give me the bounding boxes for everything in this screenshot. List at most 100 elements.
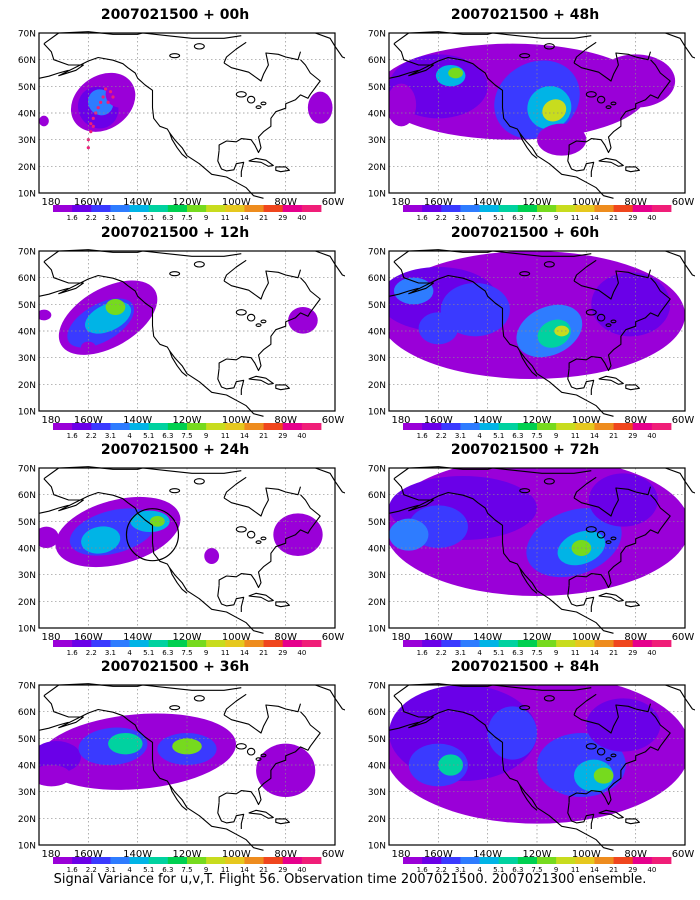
colorbar-swatch: [556, 423, 576, 430]
lon-tick-label: 160W: [74, 849, 103, 860]
colorbar-level-label: 3.1: [455, 866, 466, 873]
colorbar-swatch: [537, 423, 557, 430]
lat-tick-label: 30N: [18, 571, 36, 581]
colorbar-level-label: 21: [609, 866, 618, 873]
map-panel-p24: 2007021500 + 24h 10N 20N 30N 40N 50N 60N 70N 180…: [5, 441, 345, 656]
colorbar-level-label: 14: [240, 432, 249, 439]
map-panel-p12: 2007021500 + 12h 10N 20N 30N 40N 50N 60N 70N 180…: [5, 224, 345, 439]
colorbar-level-label: 5.1: [493, 214, 504, 221]
lon-tick-label: 60W: [322, 632, 345, 643]
lat-tick-label: 50N: [368, 735, 386, 745]
colorbar-level-label: 3.1: [105, 214, 116, 221]
colorbar-swatch: [422, 640, 442, 647]
colorbar-level-label: 5.1: [143, 649, 154, 656]
colorbar-swatch: [110, 640, 130, 647]
colorbar-level-label: 11: [571, 866, 580, 873]
colorbar-level-label: 14: [590, 866, 599, 873]
colorbar-level-label: 4: [127, 866, 132, 873]
colorbar-level-label: 40: [297, 214, 306, 221]
lon-tick-label: 160W: [424, 197, 453, 208]
colorbar-swatch: [594, 423, 614, 430]
colorbar-swatch: [441, 423, 461, 430]
colorbar-level-label: 29: [628, 432, 637, 439]
lon-tick-label: 180: [391, 197, 410, 208]
colorbar-swatch: [167, 857, 188, 864]
colorbar-level-label: 4: [477, 214, 482, 221]
colorbar-level-label: 29: [628, 214, 637, 221]
colorbar-swatch: [441, 857, 461, 864]
lat-tick-label: 70N: [18, 682, 36, 692]
lat-tick-label: 60N: [368, 56, 386, 66]
colorbar-swatch: [72, 857, 92, 864]
colorbar-level-label: 2.2: [86, 432, 97, 439]
panel-title: 2007021500 + 36h: [100, 659, 250, 675]
colorbar-level-label: 21: [259, 432, 268, 439]
lon-tick-label: 140W: [123, 632, 152, 643]
observation-points: [86, 87, 115, 150]
colorbar-level-label: 11: [571, 649, 580, 656]
lat-tick-label: 70N: [368, 682, 386, 692]
colorbar-level-label: 3.1: [105, 432, 116, 439]
colorbar-level-label: 2.2: [436, 432, 447, 439]
lat-tick-label: 10N: [368, 625, 386, 635]
colorbar-swatch: [498, 857, 519, 864]
lon-tick-label: 160W: [424, 632, 453, 643]
colorbar-level-label: 5.1: [143, 214, 154, 221]
colorbar: 1.6 2.2 3.1 4 5.1 6.3 7.5 9 11 14 21 29 40: [403, 205, 672, 221]
colorbar-swatch: [460, 205, 480, 212]
colorbar-level-label: 6.3: [162, 214, 173, 221]
colorbar-level-label: 14: [240, 214, 249, 221]
colorbar-level-label: 7.5: [531, 649, 542, 656]
colorbar-level-label: 9: [204, 866, 208, 873]
lat-tick-label: 60N: [18, 56, 36, 66]
panel-title: 2007021500 + 84h: [450, 659, 600, 675]
lon-tick-label: 160W: [74, 197, 103, 208]
lon-tick-label: 100W: [222, 849, 251, 860]
colorbar: 1.6 2.2 3.1 4 5.1 6.3 7.5 9 11 14 21 29 40: [53, 640, 322, 656]
colorbar-swatch: [556, 205, 576, 212]
map-panel-p84: 2007021500 + 84h 10N 20N 30N 40N 50N 60N 70N 180…: [355, 658, 695, 873]
colorbar-level-label: 5.1: [143, 866, 154, 873]
colorbar-swatch: [517, 205, 538, 212]
lon-tick-label: 140W: [123, 415, 152, 426]
lat-tick-label: 70N: [18, 248, 36, 258]
colorbar-level-label: 7.5: [181, 432, 192, 439]
colorbar-swatch: [441, 205, 461, 212]
colorbar-level-label: 29: [278, 649, 287, 656]
panel-title: 2007021500 + 60h: [450, 225, 600, 241]
colorbar: 1.6 2.2 3.1 4 5.1 6.3 7.5 9 11 14 21 29 40: [403, 423, 672, 439]
colorbar-level-label: 14: [590, 432, 599, 439]
lat-tick-label: 20N: [18, 163, 36, 173]
lat-tick-label: 40N: [18, 328, 36, 338]
colorbar-swatch: [282, 857, 303, 864]
colorbar-swatch: [110, 205, 130, 212]
colorbar-level-label: 2.2: [436, 866, 447, 873]
lon-tick-label: 140W: [123, 849, 152, 860]
lat-tick-label: 20N: [368, 381, 386, 391]
colorbar-swatch: [53, 640, 73, 647]
variance-field: [389, 468, 685, 596]
colorbar-level-label: 1.6: [67, 866, 79, 873]
colorbar: 1.6 2.2 3.1 4 5.1 6.3 7.5 9 11 14 21 29 40: [403, 857, 672, 873]
variance-map: 10N 20N 30N 40N 50N 60N 70N 180 160W 140W 120W 100W…: [5, 463, 345, 656]
colorbar-swatch: [206, 205, 226, 212]
colorbar-swatch: [167, 423, 188, 430]
colorbar-level-label: 14: [590, 214, 599, 221]
colorbar-level-label: 4: [477, 866, 482, 873]
colorbar-swatch: [148, 640, 169, 647]
colorbar-swatch: [282, 205, 303, 212]
lon-tick-label: 160W: [74, 632, 103, 643]
colorbar-swatch: [632, 857, 653, 864]
colorbar-swatch: [72, 423, 92, 430]
colorbar-swatch: [556, 640, 576, 647]
variance-map: 10N 20N 30N 40N 50N 60N 70N 180 160W 140W 120W 100W…: [355, 28, 695, 221]
map-panel-p00: 2007021500 + 00h 10N 20N 30N 40N 50N 60N 70N 180…: [5, 6, 345, 221]
colorbar-swatch: [575, 205, 595, 212]
lat-tick-label: 10N: [18, 408, 36, 418]
colorbar-swatch: [651, 640, 672, 647]
colorbar-swatch: [479, 857, 500, 864]
lat-tick-label: 50N: [18, 735, 36, 745]
colorbar-swatch: [148, 423, 169, 430]
colorbar-swatch: [613, 205, 634, 212]
colorbar: 1.6 2.2 3.1 4 5.1 6.3 7.5 9 11 14 21 29 40: [53, 423, 322, 439]
